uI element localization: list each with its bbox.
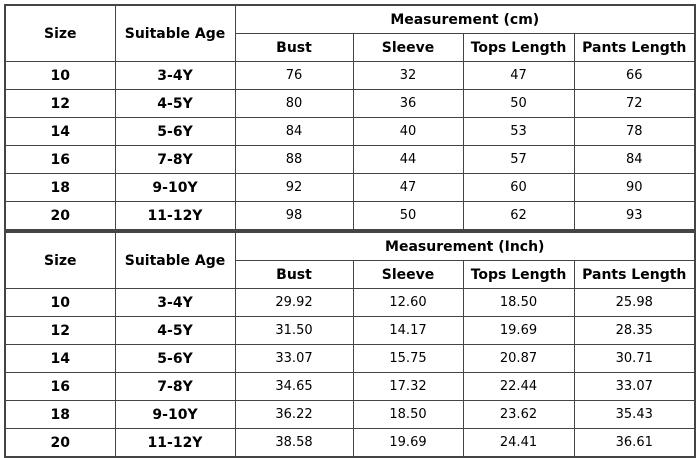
header-cell: Bust	[234, 260, 354, 289]
label-cell: 9-10Y	[114, 173, 236, 202]
data-cell: 23.62	[462, 400, 575, 429]
data-cell: 25.98	[573, 288, 696, 317]
label-cell: 18	[4, 173, 116, 202]
data-cell: 18.50	[352, 400, 464, 429]
label-cell: 10	[4, 288, 116, 317]
data-cell: 92	[234, 173, 354, 202]
data-cell: 28.35	[573, 316, 696, 345]
header-cell: Bust	[234, 33, 354, 62]
data-cell: 31.50	[234, 316, 354, 345]
data-cell: 80	[234, 89, 354, 118]
data-cell: 36.22	[234, 400, 354, 429]
data-cell: 14.17	[352, 316, 464, 345]
data-cell: 57	[462, 145, 575, 174]
data-cell: 29.92	[234, 288, 354, 317]
data-cell: 50	[352, 201, 464, 231]
data-cell: 33.07	[234, 344, 354, 373]
data-row: 10 3-4Y 76 32 47 66	[4, 61, 696, 90]
label-cell: 12	[4, 89, 116, 118]
data-cell: 20.87	[462, 344, 575, 373]
label-cell: 14	[4, 117, 116, 146]
label-cell: 11-12Y	[114, 201, 236, 231]
data-cell: 78	[573, 117, 696, 146]
header-cell: Pants Length	[573, 33, 696, 62]
group-header: Measurement (cm)	[234, 4, 696, 34]
header-cell: Sleeve	[352, 260, 464, 289]
label-cell: 4-5Y	[114, 316, 236, 345]
header-row: Size Suitable Age Measurement (Inch)	[4, 231, 696, 289]
data-row: 20 11-12Y 98 50 62 93	[4, 201, 696, 231]
data-cell: 84	[573, 145, 696, 174]
data-cell: 34.65	[234, 372, 354, 401]
label-cell: 12	[4, 316, 116, 345]
data-cell: 90	[573, 173, 696, 202]
data-cell: 76	[234, 61, 354, 90]
data-cell: 22.44	[462, 372, 575, 401]
label-cell: 16	[4, 372, 116, 401]
header-cell: Sleeve	[352, 33, 464, 62]
data-row: 14 5-6Y 33.07 15.75 20.87 30.71	[4, 344, 696, 373]
label-cell: 3-4Y	[114, 61, 236, 90]
data-cell: 44	[352, 145, 464, 174]
data-cell: 98	[234, 201, 354, 231]
data-cell: 19.69	[462, 316, 575, 345]
data-cell: 93	[573, 201, 696, 231]
header-cell: Tops Length	[462, 260, 575, 289]
label-cell: 7-8Y	[114, 145, 236, 174]
header-cell: Suitable Age	[114, 231, 236, 289]
data-row: 12 4-5Y 31.50 14.17 19.69 28.35	[4, 316, 696, 345]
label-cell: 5-6Y	[114, 117, 236, 146]
data-cell: 47	[352, 173, 464, 202]
data-cell: 50	[462, 89, 575, 118]
data-cell: 12.60	[352, 288, 464, 317]
data-cell: 47	[462, 61, 575, 90]
data-row: 18 9-10Y 92 47 60 90	[4, 173, 696, 202]
header-cell: Size	[4, 231, 116, 289]
data-cell: 60	[462, 173, 575, 202]
data-cell: 33.07	[573, 372, 696, 401]
data-row: 10 3-4Y 29.92 12.60 18.50 25.98	[4, 288, 696, 317]
group-header: Measurement (Inch)	[234, 231, 696, 261]
label-cell: 4-5Y	[114, 89, 236, 118]
data-cell: 35.43	[573, 400, 696, 429]
data-row: 12 4-5Y 80 36 50 72	[4, 89, 696, 118]
data-row: 18 9-10Y 36.22 18.50 23.62 35.43	[4, 400, 696, 429]
data-cell: 84	[234, 117, 354, 146]
data-row: 16 7-8Y 34.65 17.32 22.44 33.07	[4, 372, 696, 401]
size-chart: Size Suitable Age Measurement (cm) Bust Slee…	[4, 4, 696, 458]
label-cell: 3-4Y	[114, 288, 236, 317]
data-cell: 62	[462, 201, 575, 231]
data-row: 14 5-6Y 84 40 53 78	[4, 117, 696, 146]
data-cell: 40	[352, 117, 464, 146]
data-cell: 18.50	[462, 288, 575, 317]
size-table: Size Suitable Age Measurement (Inch) Bust Sl…	[4, 231, 696, 458]
header-row: Bust Sleeve Tops Length Pants Length	[5, 33, 696, 62]
label-cell: 5-6Y	[114, 344, 236, 373]
label-cell: 20	[4, 201, 116, 231]
header-cell: Tops Length	[462, 33, 575, 62]
size-table: Size Suitable Age Measurement (cm) Bust Slee…	[4, 4, 696, 231]
header-cell: Size	[4, 4, 116, 62]
header-cell: Suitable Age	[114, 4, 236, 62]
label-cell: 7-8Y	[114, 372, 236, 401]
data-cell: 15.75	[352, 344, 464, 373]
data-cell: 32	[352, 61, 464, 90]
data-cell: 53	[462, 117, 575, 146]
data-cell: 88	[234, 145, 354, 174]
data-cell: 72	[573, 89, 696, 118]
data-cell: 30.71	[573, 344, 696, 373]
label-cell: 18	[4, 400, 116, 429]
data-cell: 17.32	[352, 372, 464, 401]
label-cell: 16	[4, 145, 116, 174]
data-row: 16 7-8Y 88 44 57 84	[4, 145, 696, 174]
header-row: Bust Sleeve Tops Length Pants Length	[5, 260, 696, 289]
label-cell: 10	[4, 61, 116, 90]
header-cell: Pants Length	[573, 260, 696, 289]
label-cell: 14	[4, 344, 116, 373]
data-cell: 66	[573, 61, 696, 90]
data-cell: 36	[352, 89, 464, 118]
header-row: Size Suitable Age Measurement (cm)	[4, 4, 696, 62]
label-cell: 9-10Y	[114, 400, 236, 429]
